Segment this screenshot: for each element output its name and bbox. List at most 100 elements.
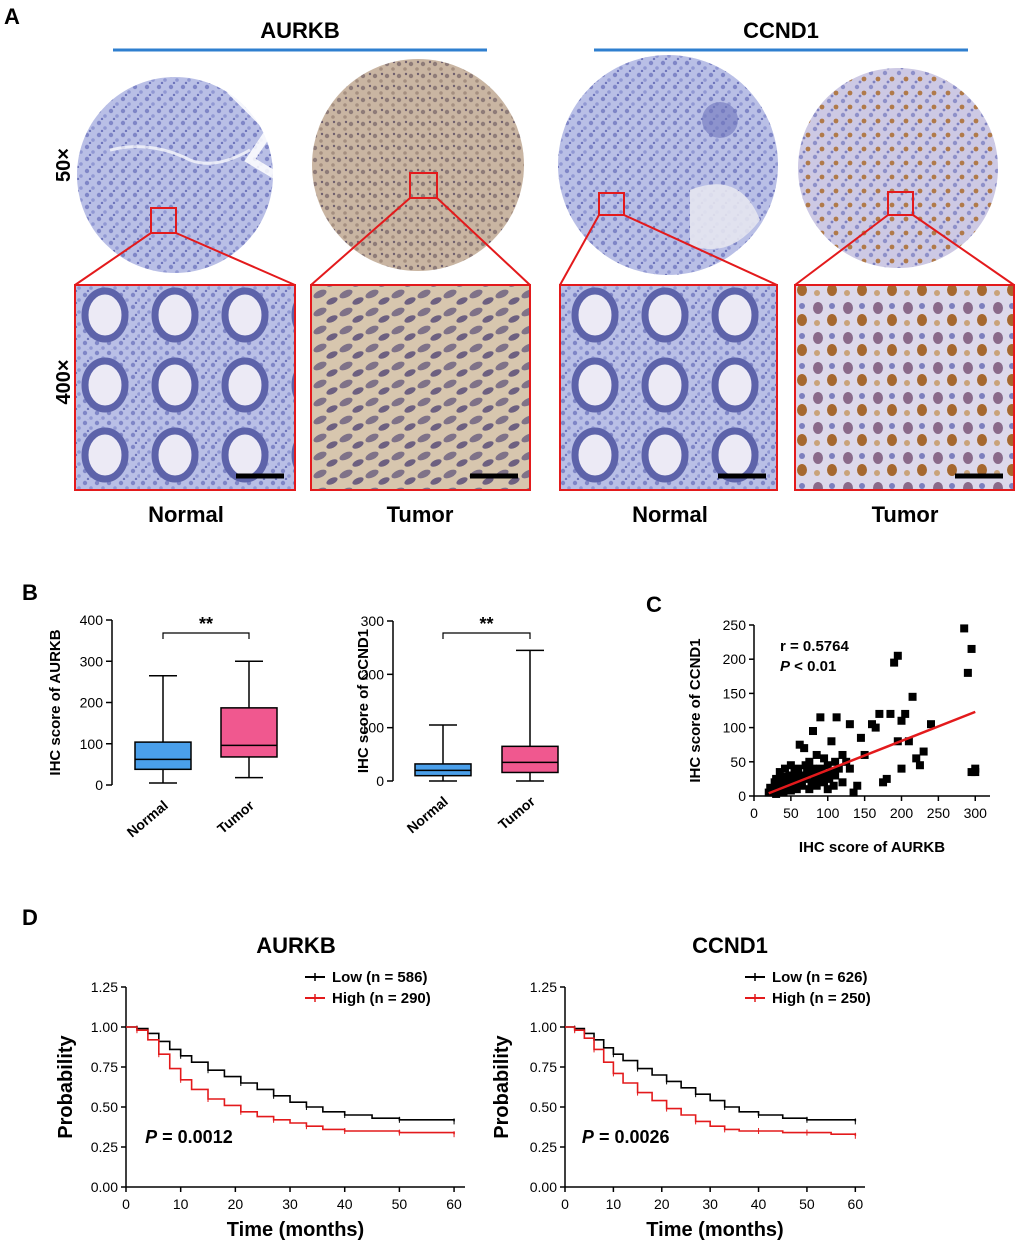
y-tick-label: 100 (723, 720, 747, 736)
y-tick-label: 150 (723, 685, 747, 701)
micrograph-aurkb-tumor (310, 284, 531, 491)
row-label-400x: 400× (53, 359, 75, 404)
scatter-point (827, 737, 836, 746)
x-tick-label: 100 (816, 805, 840, 821)
tissue-core-ccnd1-tumor (798, 68, 998, 268)
column-label-ccnd1-normal: Normal (632, 502, 708, 527)
significance-bracket (162, 632, 250, 639)
legend-label: High (n = 290) (332, 990, 431, 1007)
tissue-core-ccnd1-normal (558, 55, 778, 275)
x-tick-label: 60 (848, 1196, 864, 1212)
scatter-point (901, 709, 910, 718)
scatter-point (797, 781, 806, 790)
x-tick-label: 50 (799, 1196, 815, 1212)
scatter-point (963, 668, 972, 677)
correlation-annotation: r = 0.5764 (780, 638, 849, 655)
y-tick-label: 1.00 (91, 1019, 118, 1035)
scatter-point (786, 761, 795, 770)
x-tick-label: 10 (173, 1196, 189, 1212)
y-tick-label: 0 (738, 788, 746, 804)
tissue-core-aurkb-normal (77, 77, 278, 273)
x-tick-label: 60 (446, 1196, 462, 1212)
legend-label: Low (n = 586) (332, 969, 427, 986)
x-tick-label: 200 (890, 805, 914, 821)
scatter-point (805, 785, 814, 794)
y-tick-label: 0 (95, 777, 103, 793)
scatter-point (834, 764, 843, 773)
scatter-point (971, 764, 980, 773)
scatter-point (967, 644, 976, 653)
scatter-point (823, 785, 832, 794)
scatter-point (809, 727, 817, 736)
column-label-aurkb-tumor: Tumor (387, 502, 454, 527)
p-value: = 0.0012 (157, 1127, 233, 1147)
scatter-point (915, 761, 924, 770)
x-tick-label: 30 (282, 1196, 298, 1212)
scatter-point (853, 781, 862, 790)
scatter-point (812, 750, 821, 759)
scatter-point (820, 754, 829, 763)
scatter-point (785, 771, 794, 780)
panel-c-letter: C (646, 592, 662, 617)
micrograph-aurkb-normal (74, 284, 296, 491)
p-value: < 0.01 (790, 658, 836, 675)
x-axis-label: IHC score of AURKB (799, 839, 945, 856)
scatter-point (897, 764, 906, 773)
scatter-point (803, 768, 812, 777)
y-tick-label: 0 (376, 773, 384, 789)
y-tick-label: 1.00 (530, 1019, 557, 1035)
zoom-box-ccnd1-tumor (887, 191, 914, 216)
y-tick-label: 0.50 (91, 1099, 118, 1115)
x-tick-label: 0 (122, 1196, 130, 1212)
scatter-point (775, 768, 784, 777)
scatter-point (823, 761, 832, 770)
scatter-point (825, 774, 834, 783)
scatter-point (927, 720, 935, 729)
scatter-point (792, 785, 801, 794)
y-tick-label: 300 (361, 613, 385, 629)
x-tick-label: 40 (751, 1196, 767, 1212)
y-axis-label: IHC score of CCND1 (355, 629, 372, 773)
column-label-aurkb-normal: Normal (148, 502, 224, 527)
y-tick-label: 200 (80, 695, 104, 711)
significance-label: ** (479, 614, 493, 634)
y-tick-label: 100 (361, 720, 385, 736)
tissue-core-aurkb-tumor (312, 59, 524, 271)
x-tick-label: 40 (337, 1196, 353, 1212)
x-tick-label: 20 (654, 1196, 670, 1212)
box-tumor (220, 707, 278, 758)
legend-label: High (n = 250) (772, 990, 871, 1007)
x-tick-label: 50 (783, 805, 799, 821)
y-axis-label: Probability (491, 1034, 513, 1138)
scatter-point (912, 754, 921, 763)
x-category-label: Tumor (495, 793, 538, 833)
scatter-point (814, 774, 823, 783)
km-curve-low (565, 1026, 857, 1122)
y-tick-label: 250 (723, 617, 747, 633)
y-axis-label: IHC score of AURKB (47, 629, 64, 775)
box-tumor (501, 745, 559, 774)
regression-line (768, 710, 976, 795)
y-tick-label: 50 (730, 754, 746, 770)
scatter-point (786, 786, 795, 795)
x-tick-label: 50 (392, 1196, 408, 1212)
scatter-point (856, 733, 865, 742)
scatter-point (805, 757, 814, 766)
x-axis-label: Time (months) (227, 1219, 364, 1241)
scatter-point (890, 658, 899, 667)
scatter-point (919, 747, 928, 756)
km-curve-high (126, 1026, 455, 1135)
scatter-point (904, 737, 913, 746)
p-value-annotation: P = 0.0012 (145, 1127, 233, 1147)
scatter-point (779, 772, 788, 781)
x-tick-label: 150 (853, 805, 877, 821)
y-tick-label: 100 (80, 736, 104, 752)
y-tick-label: 200 (723, 651, 747, 667)
x-category-label: Tumor (214, 797, 257, 837)
scatter-point (779, 788, 788, 797)
scatter-point (831, 771, 840, 780)
scatter-point (845, 764, 854, 773)
y-tick-label: 0.00 (530, 1179, 557, 1195)
x-tick-label: 0 (561, 1196, 569, 1212)
